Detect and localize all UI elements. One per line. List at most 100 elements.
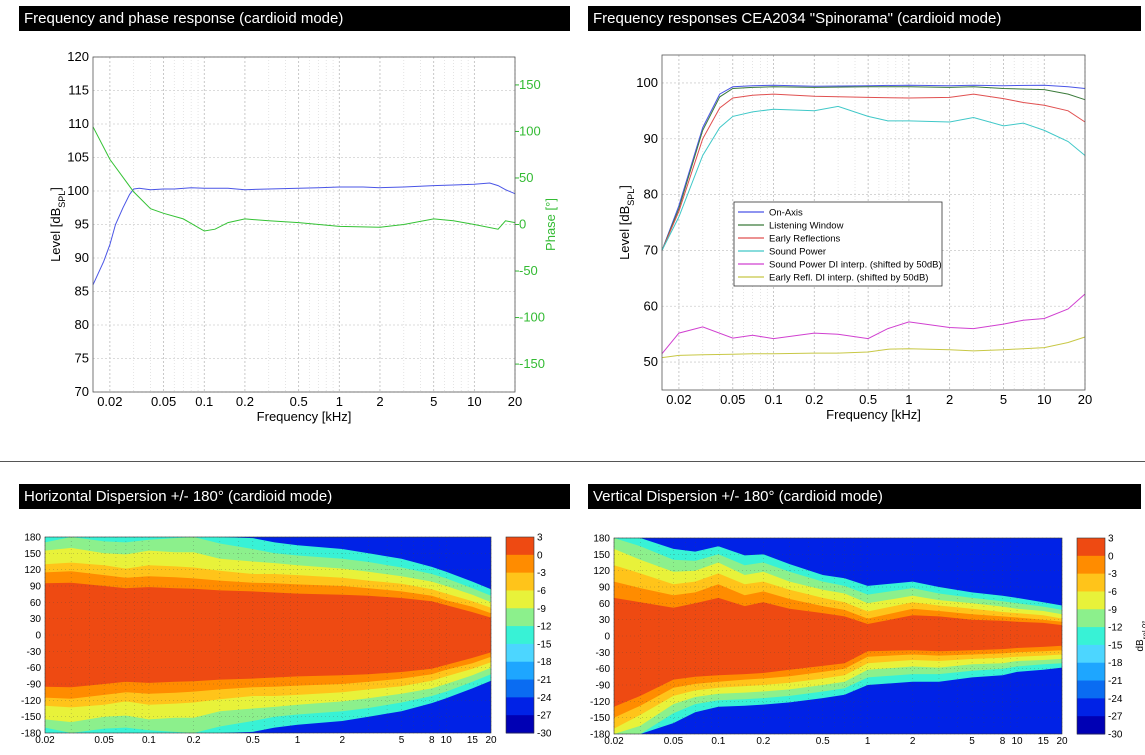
horizontal-dispersion-x-tick-label: 0.05: [94, 735, 114, 746]
spinorama-y-axis-label: Level [dBSPL]: [617, 185, 636, 260]
freq-phase-x-tick-label: 1: [336, 394, 343, 409]
spinorama-x-tick-label: 0.2: [805, 392, 823, 407]
vertical-dispersion-x-tick-label: 0.05: [664, 736, 684, 747]
vertical-dispersion-x-tick-label: 0.2: [756, 736, 770, 747]
vertical-dispersion-mask-left: [554, 518, 614, 754]
spinorama-x-tick-label: 0.5: [859, 392, 877, 407]
vertical-dispersion-colorbar-segment-7: [1077, 662, 1105, 682]
horizontal-dispersion-x-tick-label: 20: [485, 735, 497, 746]
spinorama-y-tick-label: 50: [644, 354, 658, 369]
horizontal-dispersion-mask-right: [491, 517, 503, 753]
freq-phase-y2-tick-label: 100: [519, 123, 541, 138]
horizontal-dispersion-colorbar-segment-1: [506, 554, 534, 574]
spinorama-x-tick-label: 10: [1037, 392, 1051, 407]
freq-phase-x-tick-label: 2: [376, 394, 383, 409]
freq-phase-x-tick-label: 0.02: [97, 394, 122, 409]
freq-phase-plot-frame: [92, 56, 516, 393]
freq-phase-y2-tick-label: 150: [519, 77, 541, 92]
freq-phase-y-tick-label: 110: [68, 116, 89, 131]
vertical-dispersion-y-tick-label: 90: [599, 583, 611, 594]
vertical-dispersion-y-tick-label: 180: [593, 534, 610, 545]
horizontal-dispersion-colorbar-segment-5: [506, 626, 534, 645]
spinorama-x-tick-label: 1: [905, 392, 912, 407]
vertical-dispersion-y-tick-label: -180: [590, 730, 610, 741]
freq-phase-y-tick-label: 90: [75, 250, 89, 265]
vertical-dispersion-colorbar-tick-label: -9: [1108, 605, 1117, 616]
vertical-dispersion-colorbar-segment-4: [1077, 609, 1105, 628]
vertical-dispersion-y-tick-label: -60: [596, 664, 611, 675]
spinorama-x-axis-label: Frequency [kHz]: [826, 407, 921, 422]
horizontal-dispersion-colorbar-segment-9: [506, 697, 534, 716]
spinorama-legend-label-0: On-Axis: [769, 208, 803, 219]
freq-phase-y2-tick-label: -150: [519, 356, 545, 371]
freq-phase-y-axis-label: Level [dBSPL]: [48, 187, 67, 262]
freq-phase-y-tick-label: 95: [75, 217, 89, 232]
horizontal-dispersion-colorbar-tick-label: -27: [537, 711, 552, 722]
freq-phase-x-axis-label: Frequency [kHz]: [257, 409, 352, 424]
horizontal-dispersion-colorbar-segment-2: [506, 572, 534, 591]
horizontal-dispersion-colorbar-tick-label: -9: [537, 604, 546, 615]
spinorama-legend-label-2: Early Reflections: [769, 234, 841, 245]
vertical-dispersion-x-tick-label: 20: [1056, 736, 1068, 747]
spinorama-legend-label-1: Listening Window: [769, 221, 844, 232]
vertical-dispersion-x-tick-label: 15: [1038, 736, 1050, 747]
vertical-dispersion-x-tick-label: 2: [910, 736, 916, 747]
horizontal-dispersion-colorbar-tick-label: -6: [537, 586, 546, 597]
freq-phase-y-tick-label: 115: [68, 83, 89, 98]
spinorama-legend-label-4: Sound Power DI interp. (shifted by 50dB): [769, 260, 942, 271]
horizontal-dispersion-y-tick-label: 180: [24, 533, 41, 544]
vertical-dispersion-x-tick-label: 1: [865, 736, 871, 747]
vertical-dispersion-colorbar-tick-label: -30: [1108, 730, 1123, 741]
horizontal-dispersion-colorbar-tick-label: 3: [537, 533, 543, 544]
spinorama-legend-label-3: Sound Power: [769, 247, 826, 258]
horizontal-dispersion-x-tick-label: 5: [399, 735, 405, 746]
spinorama-x-tick-label: 20: [1078, 392, 1092, 407]
freq-phase-x-tick-label: 0.1: [195, 394, 213, 409]
freq-phase-y2-tick-label: -100: [519, 310, 545, 325]
freq-phase-y2-tick-label: 0: [519, 217, 526, 232]
vertical-dispersion-colorbar-segment-8: [1077, 680, 1105, 699]
vertical-dispersion-colorbar-segment-6: [1077, 644, 1105, 664]
vertical-dispersion-colorbar-tick-label: -3: [1108, 569, 1117, 580]
vertical-dispersion-y-tick-label: -120: [590, 697, 610, 708]
freq-phase-series-line-1: [92, 126, 516, 232]
vertical-dispersion-colorbar-segment-2: [1077, 573, 1105, 592]
horizontal-dispersion-colorbar-segment-6: [506, 643, 534, 663]
spinorama-x-tick-label: 0.02: [666, 392, 691, 407]
spinorama-y-tick-label: 90: [644, 131, 658, 146]
freq-phase-y-tick-label: 105: [67, 150, 89, 165]
vertical-dispersion-colorbar-tick-label: -21: [1108, 676, 1123, 687]
horizontal-dispersion-colorbar-tick-label: -21: [537, 675, 552, 686]
horizontal-dispersion-contour-band-0: [45, 582, 491, 688]
freq-phase-y-tick-label: 80: [75, 317, 89, 332]
vertical-dispersion-colorbar-tick-label: -15: [1108, 640, 1123, 651]
spinorama-series-line-1: [661, 86, 1086, 251]
vertical-dispersion-y-tick-label: -90: [596, 681, 611, 692]
vertical-dispersion-colorbar-segment-1: [1077, 555, 1105, 575]
vertical-dispersion-x-tick-label: 10: [1011, 736, 1023, 747]
panel-title-horizontal-dispersion: Horizontal Dispersion +/- 180° (cardioid…: [19, 484, 570, 509]
spinorama-y-tick-label: 60: [644, 298, 658, 313]
horizontal-dispersion-mask-left: [0, 517, 45, 753]
vertical-dispersion-colorbar-segment-10: [1077, 716, 1105, 735]
freq-phase-x-tick-label: 10: [467, 394, 481, 409]
vertical-dispersion-colorbar-segment-9: [1077, 698, 1105, 717]
vertical-dispersion-colorbar-segment-3: [1077, 591, 1105, 610]
vertical-dispersion-colorbar-tick-label: -6: [1108, 587, 1117, 598]
horizontal-dispersion-x-tick-label: 2: [340, 735, 346, 746]
horizontal-dispersion-x-tick-label: 1: [295, 735, 301, 746]
vertical-dispersion-x-tick-label: 0.1: [711, 736, 725, 747]
horizontal-dispersion-colorbar-segment-0: [506, 537, 534, 556]
freq-phase-x-tick-label: 5: [430, 394, 437, 409]
horizontal-dispersion-y-tick-label: 150: [24, 549, 41, 560]
vertical-dispersion-plot-frame: [613, 537, 1063, 735]
horizontal-dispersion-colorbar-segment-4: [506, 608, 534, 627]
vertical-dispersion-x-tick-label: 8: [1000, 736, 1006, 747]
freq-phase-y-tick-label: 75: [75, 351, 89, 366]
vertical-dispersion-x-tick-label: 0.02: [604, 736, 624, 747]
vertical-dispersion-y-tick-label: 30: [599, 615, 611, 626]
vertical-dispersion-colorbar-tick-label: -27: [1108, 712, 1123, 723]
horizontal-dispersion-y-tick-label: 30: [30, 614, 42, 625]
spinorama-plot-frame: [661, 54, 1086, 391]
